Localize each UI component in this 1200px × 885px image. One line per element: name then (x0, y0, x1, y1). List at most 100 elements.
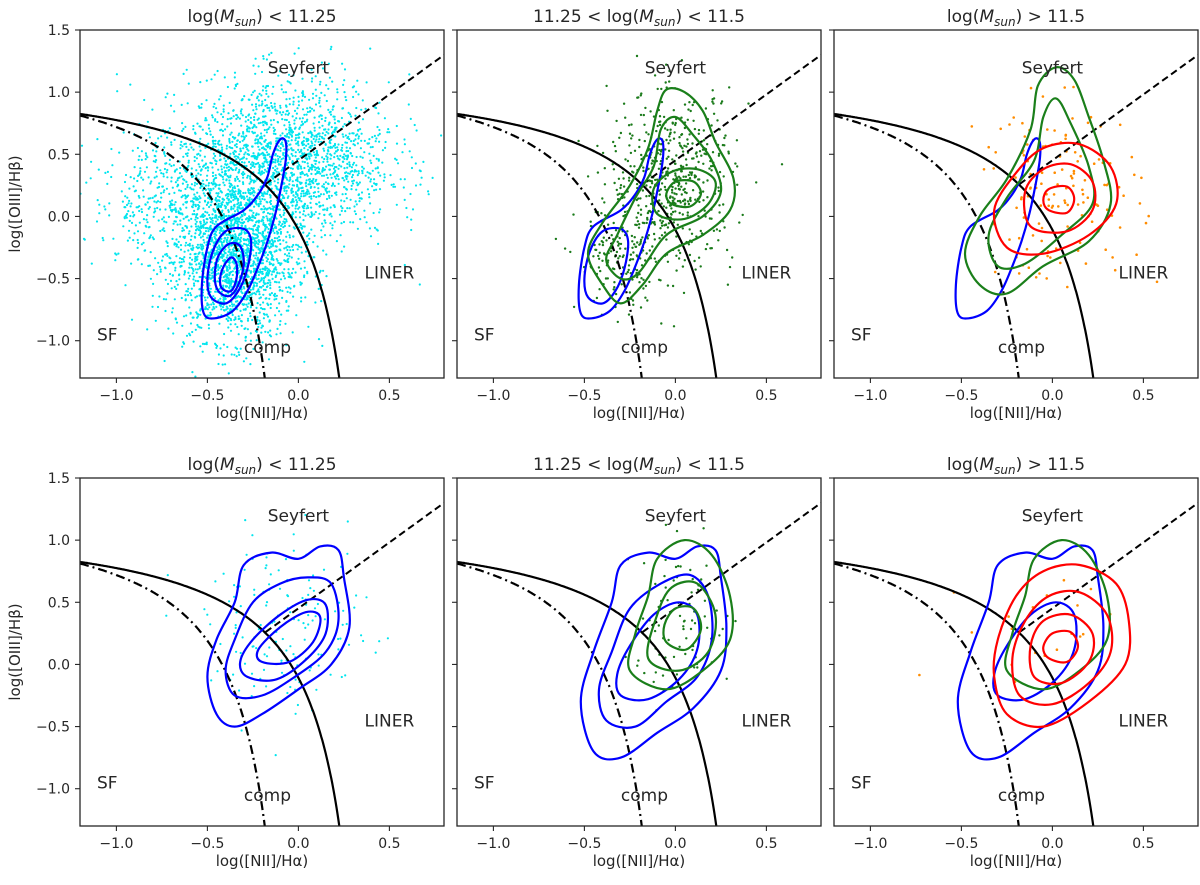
scatter-point (168, 163, 171, 166)
scatter-point (675, 154, 678, 157)
scatter-point (227, 214, 230, 217)
scatter-point (223, 204, 226, 207)
scatter-point (267, 145, 270, 148)
scatter-point (214, 197, 218, 200)
scatter-point (677, 187, 681, 191)
scatter-point (238, 204, 241, 207)
scatter-point (247, 275, 250, 278)
scatter-point (230, 244, 233, 247)
scatter-point (263, 128, 266, 132)
scatter-point (407, 103, 410, 106)
scatter-point (299, 267, 303, 270)
scatter-point (275, 294, 278, 297)
scatter-point (352, 132, 355, 135)
scatter-point (255, 284, 258, 287)
scatter-point (211, 213, 214, 216)
scatter-point (337, 120, 340, 123)
scatter-point (646, 216, 649, 220)
scatter-point (245, 195, 249, 198)
scatter-point (229, 239, 232, 242)
scatter-point (310, 195, 313, 198)
scatter-point (217, 268, 220, 271)
scatter-point (731, 256, 734, 259)
scatter-point (261, 259, 264, 262)
scatter-point (203, 214, 206, 217)
scatter-point (313, 213, 316, 216)
scatter-point (633, 149, 637, 152)
scatter-point (192, 278, 195, 281)
scatter-point (287, 161, 290, 164)
scatter-point (645, 252, 648, 255)
scatter-point (250, 187, 253, 190)
scatter-point (340, 199, 343, 202)
scatter-point (663, 231, 667, 234)
scatter-point (405, 206, 408, 210)
kauffmann-line (80, 114, 266, 378)
scatter-point (610, 234, 613, 237)
scatter-point (310, 197, 313, 200)
scatter-point (147, 264, 150, 267)
scatter-point (176, 185, 179, 188)
scatter-point (702, 181, 705, 184)
scatter-point (359, 147, 362, 150)
scatter-point (218, 244, 221, 247)
scatter-point (211, 222, 214, 225)
scatter-point (146, 328, 149, 331)
density-contour (586, 87, 737, 305)
scatter-point (255, 221, 258, 224)
scatter-point (313, 129, 316, 132)
scatter-point (194, 216, 198, 219)
scatter-point (295, 199, 298, 202)
scatter-point (278, 220, 281, 223)
scatter-point (684, 175, 688, 178)
scatter-point (681, 199, 685, 203)
scatter-point (279, 149, 282, 152)
scatter-point (260, 94, 263, 97)
scatter-point (257, 239, 260, 242)
scatter-point (351, 163, 355, 166)
scatter-point (174, 269, 177, 272)
scatter-point (410, 166, 414, 170)
scatter-point (182, 178, 185, 181)
scatter-point (245, 357, 248, 360)
scatter-point (203, 199, 207, 202)
scatter-point (261, 307, 264, 311)
scatter-point (212, 152, 215, 155)
scatter-point (670, 212, 673, 216)
scatter-point (252, 211, 255, 214)
scatter-point (194, 375, 197, 378)
scatter-point (190, 299, 193, 302)
scatter-point (237, 201, 240, 205)
scatter-point (272, 258, 275, 261)
scatter-point (212, 241, 215, 244)
scatter-point (190, 146, 193, 149)
scatter-point (238, 353, 241, 356)
scatter-point (313, 144, 316, 147)
axes-frame (79, 29, 445, 379)
scatter-point (686, 142, 690, 146)
scatter-point (273, 105, 276, 108)
scatter-point (413, 123, 416, 127)
scatter-point (234, 155, 237, 158)
scatter-point (262, 57, 265, 60)
scatter-point (222, 284, 225, 287)
scatter-point (213, 307, 216, 310)
scatter-point (196, 122, 199, 125)
scatter-point (254, 105, 258, 108)
scatter-point (252, 152, 255, 155)
scatter-point (198, 326, 201, 329)
scatter-point (218, 196, 221, 199)
scatter-point (184, 244, 187, 247)
scatter-point (289, 130, 292, 133)
scatter-point (704, 107, 708, 110)
kauffmann-line (457, 114, 643, 378)
scatter-point (671, 158, 674, 161)
scatter-point (688, 228, 691, 231)
scatter-point (193, 197, 196, 200)
scatter-point (277, 163, 280, 166)
scatter-point (629, 253, 633, 256)
scatter-point (230, 319, 233, 322)
scatter-point (106, 170, 109, 173)
scatter-point (665, 157, 668, 160)
scatter-point (271, 277, 274, 280)
